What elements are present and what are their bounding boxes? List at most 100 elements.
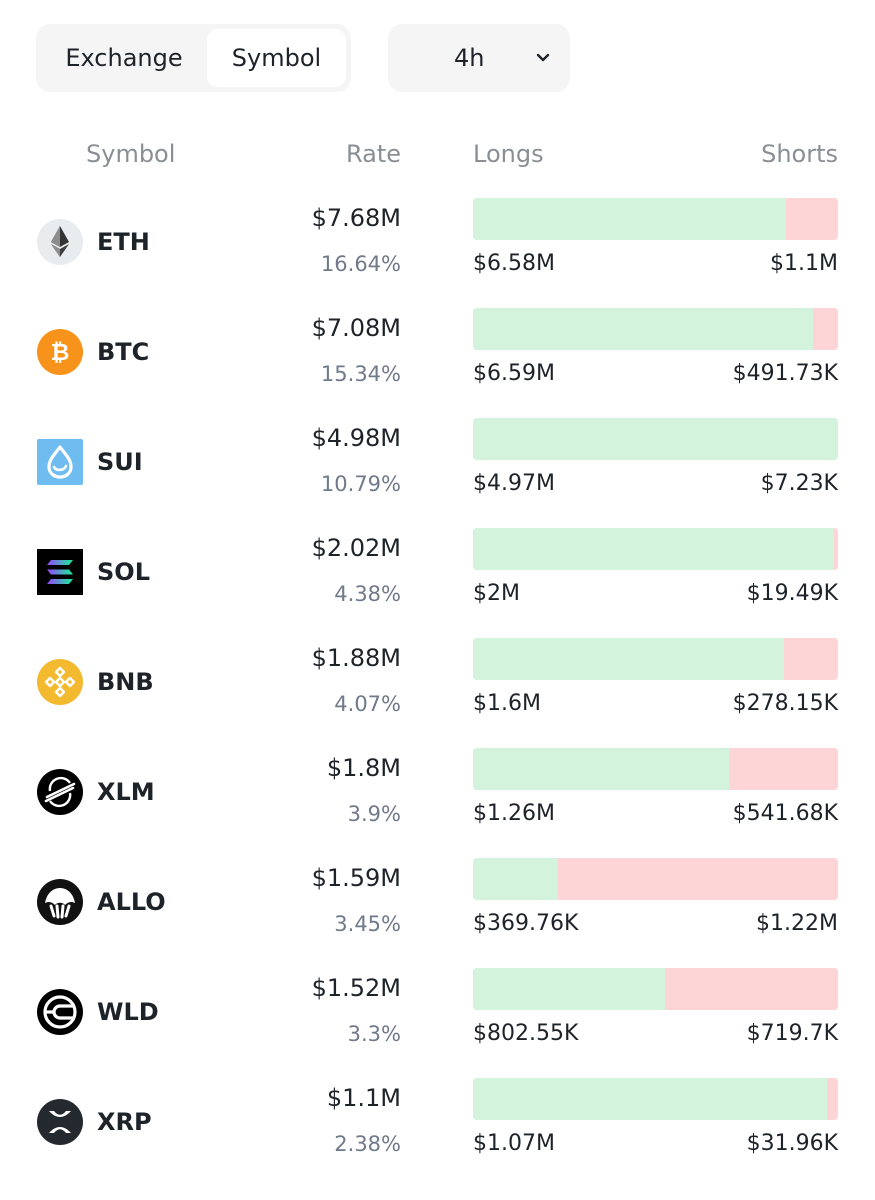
shorts-value: $491.73K	[732, 361, 838, 386]
liquidation-rate: 16.64%	[320, 252, 401, 276]
shorts-value: $719.7K	[746, 1021, 838, 1046]
column-header-longs: Longs	[473, 140, 544, 168]
shorts-value: $7.23K	[760, 471, 838, 496]
liquidation-rate: 3.9%	[347, 802, 401, 826]
sol-icon	[37, 549, 83, 595]
liquidation-amount: $2.02M	[311, 534, 401, 562]
long-bar-fill	[473, 638, 784, 680]
svg-text:₿: ₿	[51, 340, 70, 366]
symbol-label: SUI	[97, 448, 143, 476]
symbol-label: BTC	[97, 338, 150, 366]
allo-icon	[37, 879, 83, 925]
long-bar-fill	[473, 858, 559, 900]
short-bar-fill	[783, 638, 838, 680]
table-row[interactable]: ETH $7.68M 16.64% $6.58M $1.1M	[0, 196, 875, 306]
short-bar-fill	[558, 858, 838, 900]
long-short-bar	[473, 1078, 838, 1120]
symbol-label: XLM	[97, 778, 155, 806]
xlm-icon	[37, 769, 83, 815]
long-bar-fill	[473, 418, 838, 460]
view-toggle: Exchange Symbol	[36, 24, 351, 92]
chevron-down-icon	[536, 53, 550, 62]
shorts-value: $31.96K	[746, 1131, 838, 1156]
shorts-value: $278.15K	[732, 691, 838, 716]
longs-value: $4.97M	[473, 471, 555, 496]
liquidation-amount: $1.59M	[311, 864, 401, 892]
long-short-bar	[473, 858, 838, 900]
symbol-label: WLD	[97, 998, 159, 1026]
liquidation-amount: $1.52M	[311, 974, 401, 1002]
liquidation-amount: $7.08M	[311, 314, 401, 342]
liquidation-amount: $7.68M	[311, 204, 401, 232]
long-short-bar	[473, 198, 838, 240]
liquidation-rate: 3.3%	[347, 1022, 401, 1046]
tab-exchange[interactable]: Exchange	[65, 44, 183, 72]
symbol-label: ALLO	[97, 888, 166, 916]
long-short-bar	[473, 748, 838, 790]
timeframe-select[interactable]: 4h	[388, 24, 570, 92]
long-bar-fill	[473, 528, 835, 570]
tab-symbol[interactable]: Symbol	[207, 29, 346, 87]
symbol-label: SOL	[97, 558, 150, 586]
liquidation-amount: $1.1M	[326, 1084, 401, 1112]
table-row[interactable]: ₿ BTC $7.08M 15.34% $6.59M $491.73K	[0, 306, 875, 416]
long-short-bar	[473, 308, 838, 350]
column-header-shorts: Shorts	[761, 140, 838, 168]
liquidation-rate: 4.38%	[334, 582, 401, 606]
long-bar-fill	[473, 1078, 828, 1120]
table-row[interactable]: XLM $1.8M 3.9% $1.26M $541.68K	[0, 746, 875, 856]
table-row[interactable]: XRP $1.1M 2.38% $1.07M $31.96K	[0, 1076, 875, 1186]
liquidation-rate: 10.79%	[320, 472, 401, 496]
short-bar-fill	[785, 198, 838, 240]
xrp-icon	[37, 1099, 83, 1145]
eth-icon	[37, 219, 83, 265]
sui-icon	[37, 439, 83, 485]
shorts-value: $1.1M	[770, 251, 838, 276]
longs-value: $369.76K	[473, 911, 579, 936]
short-bar-fill	[728, 748, 838, 790]
long-short-bar	[473, 638, 838, 680]
longs-value: $1.6M	[473, 691, 541, 716]
wld-icon	[37, 989, 83, 1035]
bnb-icon	[37, 659, 83, 705]
longs-value: $2M	[473, 581, 520, 606]
long-short-bar	[473, 968, 838, 1010]
liquidation-rate: 15.34%	[320, 362, 401, 386]
liquidation-rate: 3.45%	[334, 912, 401, 936]
liquidation-amount: $4.98M	[311, 424, 401, 452]
table-row[interactable]: SUI $4.98M 10.79% $4.97M $7.23K	[0, 416, 875, 526]
longs-value: $1.26M	[473, 801, 555, 826]
table-row[interactable]: BNB $1.88M 4.07% $1.6M $278.15K	[0, 636, 875, 746]
liquidation-rate: 2.38%	[334, 1132, 401, 1156]
longs-value: $1.07M	[473, 1131, 555, 1156]
shorts-value: $1.22M	[756, 911, 838, 936]
timeframe-value: 4h	[454, 44, 485, 72]
long-short-bar	[473, 418, 838, 460]
symbol-label: ETH	[97, 228, 150, 256]
column-header-symbol: Symbol	[86, 140, 176, 168]
liquidation-rate: 4.07%	[334, 692, 401, 716]
shorts-value: $541.68K	[732, 801, 838, 826]
shorts-value: $19.49K	[746, 581, 838, 606]
liquidation-amount: $1.8M	[326, 754, 401, 782]
symbol-label: BNB	[97, 668, 154, 696]
short-bar-fill	[665, 968, 838, 1010]
longs-value: $6.59M	[473, 361, 555, 386]
short-bar-fill	[812, 308, 838, 350]
long-bar-fill	[473, 198, 786, 240]
long-bar-fill	[473, 748, 729, 790]
longs-value: $802.55K	[473, 1021, 579, 1046]
short-bar-fill	[827, 1078, 838, 1120]
column-header-rate: Rate	[345, 140, 401, 168]
longs-value: $6.58M	[473, 251, 555, 276]
table-row[interactable]: SOL $2.02M 4.38% $2M $19.49K	[0, 526, 875, 636]
long-short-bar	[473, 528, 838, 570]
symbol-label: XRP	[97, 1108, 152, 1136]
table-row[interactable]: ALLO $1.59M 3.45% $369.76K $1.22M	[0, 856, 875, 966]
btc-icon: ₿	[37, 329, 83, 375]
long-bar-fill	[473, 308, 813, 350]
table-row[interactable]: WLD $1.52M 3.3% $802.55K $719.7K	[0, 966, 875, 1076]
short-bar-fill	[834, 528, 838, 570]
long-bar-fill	[473, 968, 666, 1010]
liquidation-amount: $1.88M	[311, 644, 401, 672]
